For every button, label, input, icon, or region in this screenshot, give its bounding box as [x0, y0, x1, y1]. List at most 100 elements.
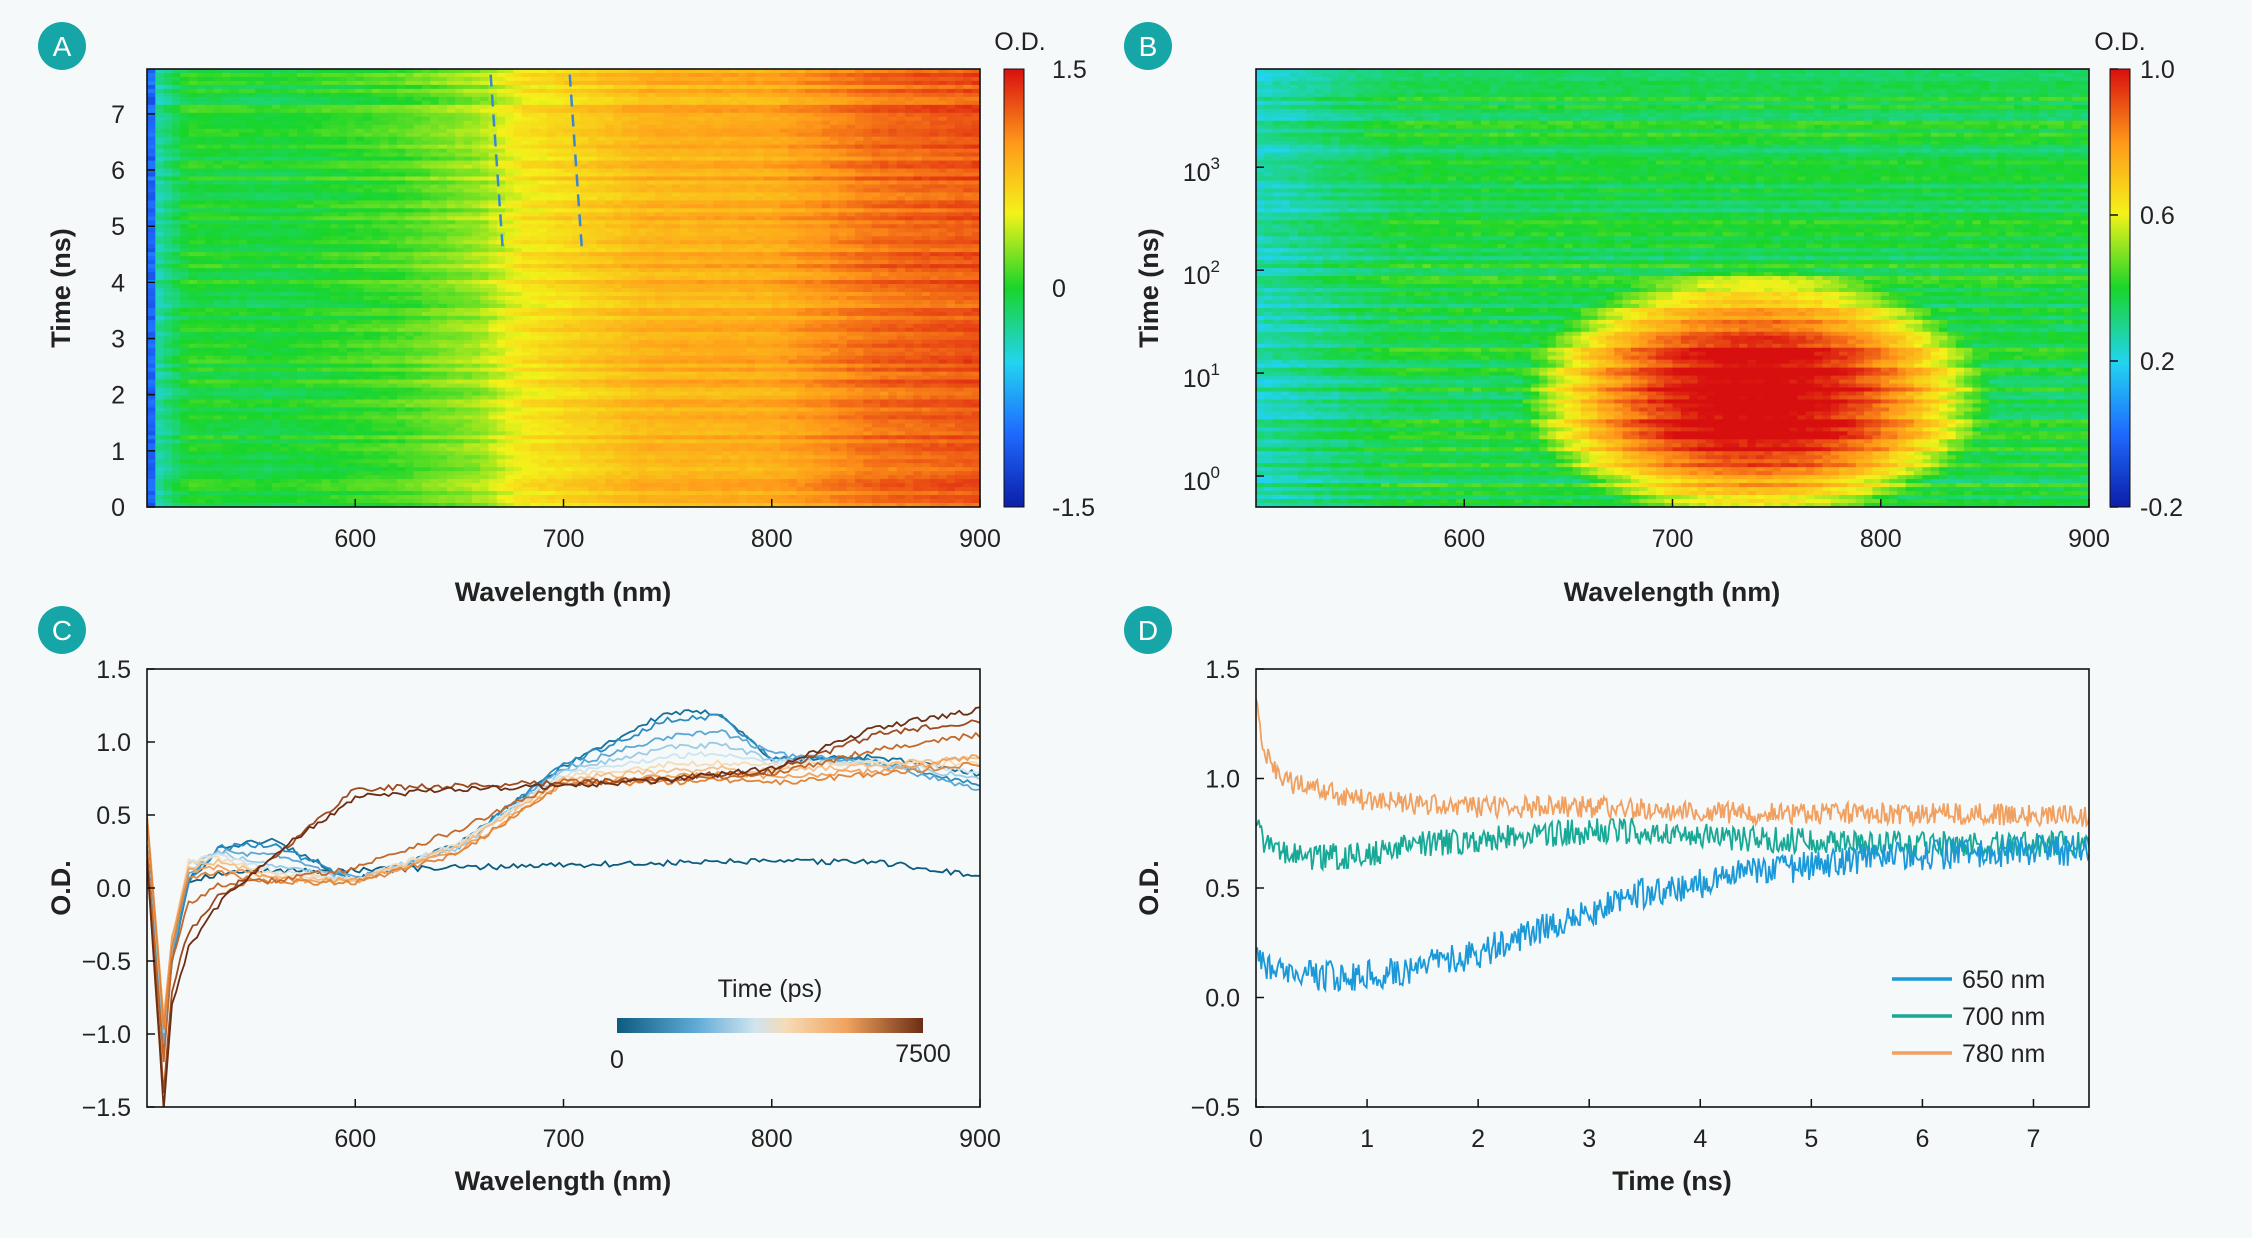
heatmap-cell — [171, 116, 181, 122]
heatmap-cell — [188, 220, 198, 225]
heatmap-cell — [238, 228, 248, 233]
heatmap-cell — [563, 252, 573, 257]
heatmap-cell — [338, 132, 348, 138]
heatmap-cell — [313, 112, 323, 118]
heatmap-cell — [555, 152, 565, 158]
heatmap-cell — [738, 244, 748, 249]
heatmap-cell — [855, 196, 864, 201]
heatmap-cell — [355, 84, 365, 90]
heatmap-cell — [838, 260, 848, 265]
heatmap-cell — [705, 184, 715, 190]
heatmap-cell — [388, 208, 398, 213]
heatmap-cell — [913, 168, 923, 174]
heatmap-cell — [971, 144, 980, 150]
heatmap-cell — [871, 92, 881, 98]
heatmap-cell — [413, 144, 423, 150]
heatmap-cell — [563, 108, 573, 114]
heatmap-cell — [605, 252, 615, 257]
heatmap-cell — [780, 152, 790, 158]
heatmap-cell — [288, 148, 298, 154]
heatmap-cell — [796, 104, 806, 110]
heatmap-cell — [721, 132, 731, 138]
heatmap-cell — [921, 240, 931, 245]
heatmap-cell — [696, 128, 706, 134]
heatmap-cell — [688, 160, 698, 166]
heatmap-cell — [713, 216, 723, 221]
heatmap-cell — [555, 76, 565, 82]
heatmap-cell — [413, 88, 423, 94]
heatmap-cell — [488, 232, 498, 237]
heatmap-cell — [721, 140, 731, 146]
heatmap-cell — [363, 184, 373, 190]
heatmap-cell — [446, 168, 456, 174]
heatmap-cell — [846, 152, 856, 158]
heatmap-cell — [213, 148, 223, 154]
heatmap-cell — [813, 100, 823, 106]
heatmap-cell — [355, 148, 365, 154]
heatmap-cell — [546, 100, 556, 106]
heatmap-cell — [255, 112, 265, 118]
heatmap-cell — [571, 69, 581, 74]
heatmap-cell — [246, 188, 256, 194]
heatmap-cell — [147, 108, 156, 114]
heatmap-cell — [330, 184, 340, 190]
heatmap-cell — [788, 188, 798, 194]
heatmap-cell — [605, 244, 615, 249]
heatmap-cell — [263, 140, 273, 146]
heatmap-cell — [480, 264, 490, 269]
heatmap-cell — [546, 140, 556, 146]
heatmap-cell — [280, 200, 290, 205]
heatmap-cell — [155, 76, 165, 82]
heatmap-cell — [405, 104, 415, 110]
heatmap-cell — [730, 188, 740, 194]
heatmap-cell — [321, 160, 331, 166]
heatmap-cell — [630, 112, 640, 118]
heatmap-cell — [813, 208, 823, 213]
heatmap-cell — [530, 192, 540, 198]
heatmap-cell — [455, 240, 465, 245]
heatmap-cell — [388, 224, 398, 229]
heatmap-cell — [613, 192, 623, 198]
heatmap-cell — [238, 216, 248, 221]
heatmap-cell — [171, 208, 181, 213]
heatmap-cell — [263, 156, 273, 162]
heatmap-cell — [855, 69, 864, 74]
heatmap-cell — [271, 156, 281, 162]
heatmap-cell — [388, 100, 398, 106]
heatmap-cell — [463, 128, 473, 134]
heatmap-cell — [696, 216, 706, 221]
heatmap-cell — [771, 260, 781, 265]
heatmap-cell — [538, 144, 548, 150]
heatmap-cell — [288, 168, 298, 174]
heatmap-cell — [430, 216, 440, 221]
heatmap-cell — [888, 80, 898, 86]
heatmap-cell — [196, 104, 206, 110]
heatmap-cell — [571, 256, 581, 261]
heatmap-cell — [305, 180, 315, 186]
heatmap-cell — [355, 236, 365, 241]
heatmap-cell — [713, 220, 723, 225]
heatmap-cell — [346, 188, 356, 194]
heatmap-cell — [213, 264, 223, 269]
heatmap-cell — [346, 72, 356, 78]
heatmap-cell — [913, 176, 923, 182]
heatmap-cell — [363, 252, 373, 257]
heatmap-cell — [730, 144, 740, 150]
heatmap-cell — [588, 204, 598, 209]
heatmap-cell — [638, 108, 648, 114]
heatmap-cell — [696, 80, 706, 86]
heatmap-cell — [505, 116, 515, 122]
heatmap-cell — [388, 188, 398, 194]
heatmap-cell — [571, 72, 581, 78]
heatmap-cell — [471, 252, 481, 257]
heatmap-cell — [388, 252, 398, 257]
heatmap-cell — [896, 168, 906, 174]
heatmap-cell — [305, 160, 315, 166]
heatmap-cell — [630, 148, 640, 154]
heatmap-cell — [147, 160, 156, 166]
heatmap-cell — [921, 256, 931, 261]
heatmap-cell — [355, 128, 365, 134]
heatmap-cell — [230, 132, 240, 138]
heatmap-cell — [738, 148, 748, 154]
heatmap-cell — [671, 244, 681, 249]
